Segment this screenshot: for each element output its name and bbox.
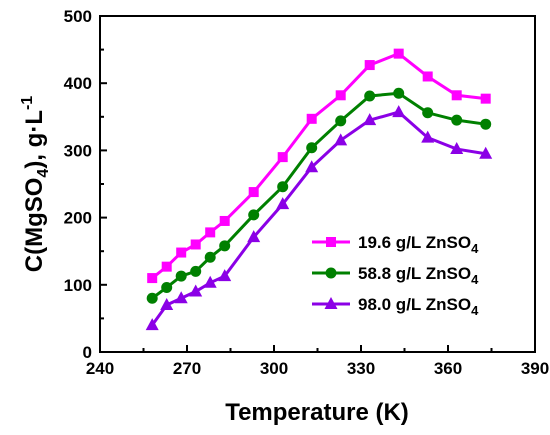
legend-item: 19.6 g/L ZnSO4 — [312, 233, 479, 256]
x-axis: 240 270 300 330 360 390 — [86, 345, 549, 378]
data-point — [450, 142, 464, 155]
data-point — [203, 275, 217, 288]
data-point — [392, 105, 406, 118]
data-point — [277, 152, 288, 163]
legend-marker — [326, 237, 336, 247]
legend-label: 19.6 g/L ZnSO4 — [358, 233, 479, 256]
data-point — [218, 269, 232, 282]
data-point — [219, 240, 231, 252]
data-point — [421, 130, 435, 143]
legend-label: 98.0 g/L ZnSO4 — [358, 295, 479, 318]
data-point — [451, 114, 463, 126]
data-point — [276, 197, 290, 210]
data-point — [190, 265, 202, 277]
legend-label: 58.8 g/L ZnSO4 — [358, 264, 479, 287]
x-tick-label: 300 — [260, 359, 288, 378]
data-point — [204, 251, 216, 263]
x-tick-label: 240 — [86, 359, 114, 378]
data-point — [364, 90, 376, 102]
data-point — [335, 90, 346, 101]
data-point — [480, 118, 492, 130]
y-tick-label: 100 — [64, 276, 92, 295]
y-axis-title: C(MgSO4), g·L-1 — [19, 96, 52, 273]
data-point — [335, 115, 347, 127]
data-point — [161, 281, 173, 293]
y-tick-label: 500 — [64, 7, 92, 26]
data-point — [479, 146, 493, 159]
data-point — [174, 291, 188, 304]
legend: 19.6 g/L ZnSO4 58.8 g/L ZnSO4 98.0 g/L ZnS… — [312, 233, 479, 318]
data-point — [248, 187, 259, 198]
data-point — [248, 209, 260, 221]
series-1 — [147, 48, 491, 284]
plot-frame — [99, 15, 536, 353]
x-tick-label: 360 — [434, 359, 462, 378]
data-point — [145, 318, 159, 331]
legend-item: 98.0 g/L ZnSO4 — [312, 295, 479, 318]
series-2 — [146, 87, 492, 304]
data-point — [189, 284, 203, 297]
legend-marker — [324, 297, 338, 309]
x-tick-label: 390 — [521, 359, 549, 378]
data-point — [219, 215, 230, 226]
legend-marker — [325, 267, 337, 279]
y-axis: 0 100 200 300 400 500 — [64, 7, 107, 362]
data-point — [305, 160, 319, 173]
data-point — [364, 60, 375, 71]
data-point — [161, 261, 172, 272]
data-point — [277, 181, 289, 193]
x-tick-label: 270 — [173, 359, 201, 378]
data-point — [176, 247, 187, 258]
data-point — [205, 227, 216, 238]
data-point — [422, 71, 433, 82]
data-point — [334, 133, 348, 146]
data-point — [451, 90, 462, 101]
data-point — [175, 270, 187, 282]
y-tick-label: 200 — [64, 209, 92, 228]
data-point — [422, 107, 434, 119]
x-tick-label: 330 — [347, 359, 375, 378]
data-point — [190, 239, 201, 250]
data-point — [393, 87, 405, 99]
data-point — [480, 93, 491, 104]
y-tick-label: 300 — [64, 141, 92, 160]
x-axis-title: Temperature (K) — [225, 399, 409, 426]
y-tick-label: 0 — [83, 343, 92, 362]
data-point — [363, 113, 377, 126]
data-point — [147, 273, 158, 284]
data-point — [306, 142, 318, 154]
data-point — [247, 230, 261, 243]
data-point — [306, 113, 317, 124]
data-point — [146, 292, 158, 304]
data-point — [393, 48, 404, 59]
legend-item: 58.8 g/L ZnSO4 — [312, 264, 479, 287]
y-tick-label: 400 — [64, 74, 92, 93]
series-3 — [145, 105, 493, 331]
data-point — [160, 297, 174, 310]
series-layer — [145, 48, 493, 331]
